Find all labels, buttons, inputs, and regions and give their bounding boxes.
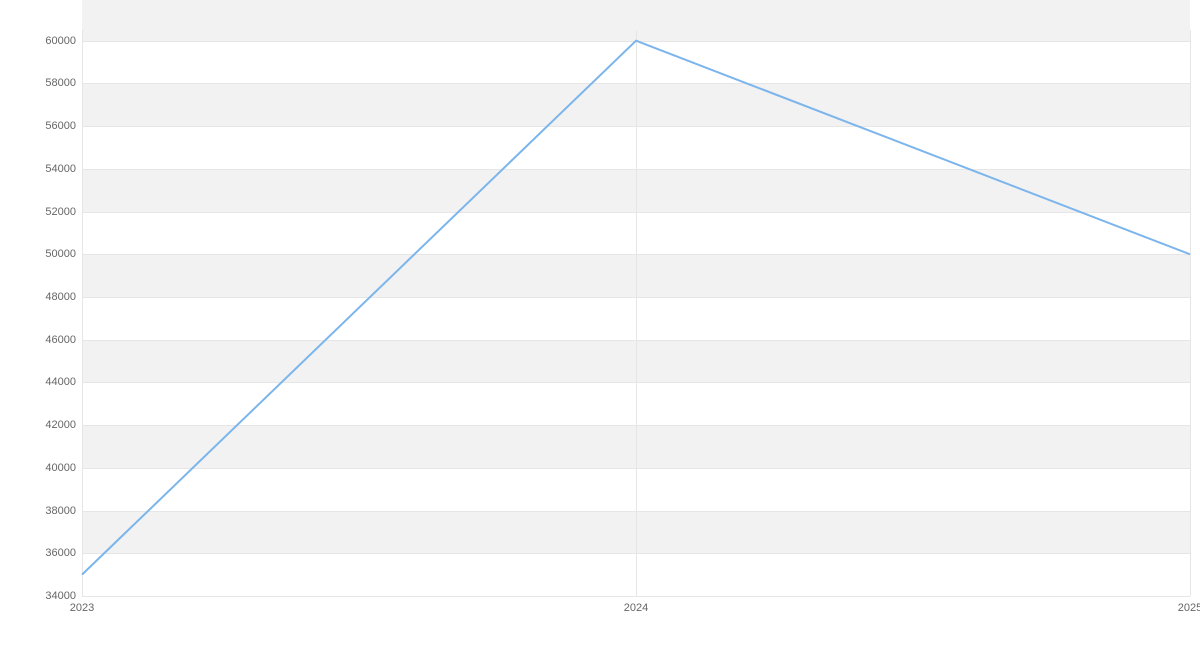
y-tick-label: 58000	[45, 77, 82, 89]
y-tick-label: 42000	[45, 419, 82, 431]
y-tick-label: 36000	[45, 547, 82, 559]
y-tick-label: 40000	[45, 462, 82, 474]
y-tick-label: 60000	[45, 35, 82, 47]
x-tick-label: 2023	[70, 596, 94, 614]
y-tick-label: 38000	[45, 505, 82, 517]
y-tick-label: 52000	[45, 206, 82, 218]
plot-area: 3400036000380004000042000440004600048000…	[82, 30, 1190, 596]
x-tick-label: 2024	[624, 596, 648, 614]
y-tick-label: 48000	[45, 291, 82, 303]
y-tick-label: 50000	[45, 248, 82, 260]
series-line	[82, 30, 1190, 596]
x-tick-label: 2025	[1178, 596, 1200, 614]
x-gridline	[1190, 30, 1191, 596]
y-tick-label: 46000	[45, 334, 82, 346]
y-tick-label: 44000	[45, 376, 82, 388]
y-tick-label: 56000	[45, 120, 82, 132]
y-tick-label: 54000	[45, 163, 82, 175]
